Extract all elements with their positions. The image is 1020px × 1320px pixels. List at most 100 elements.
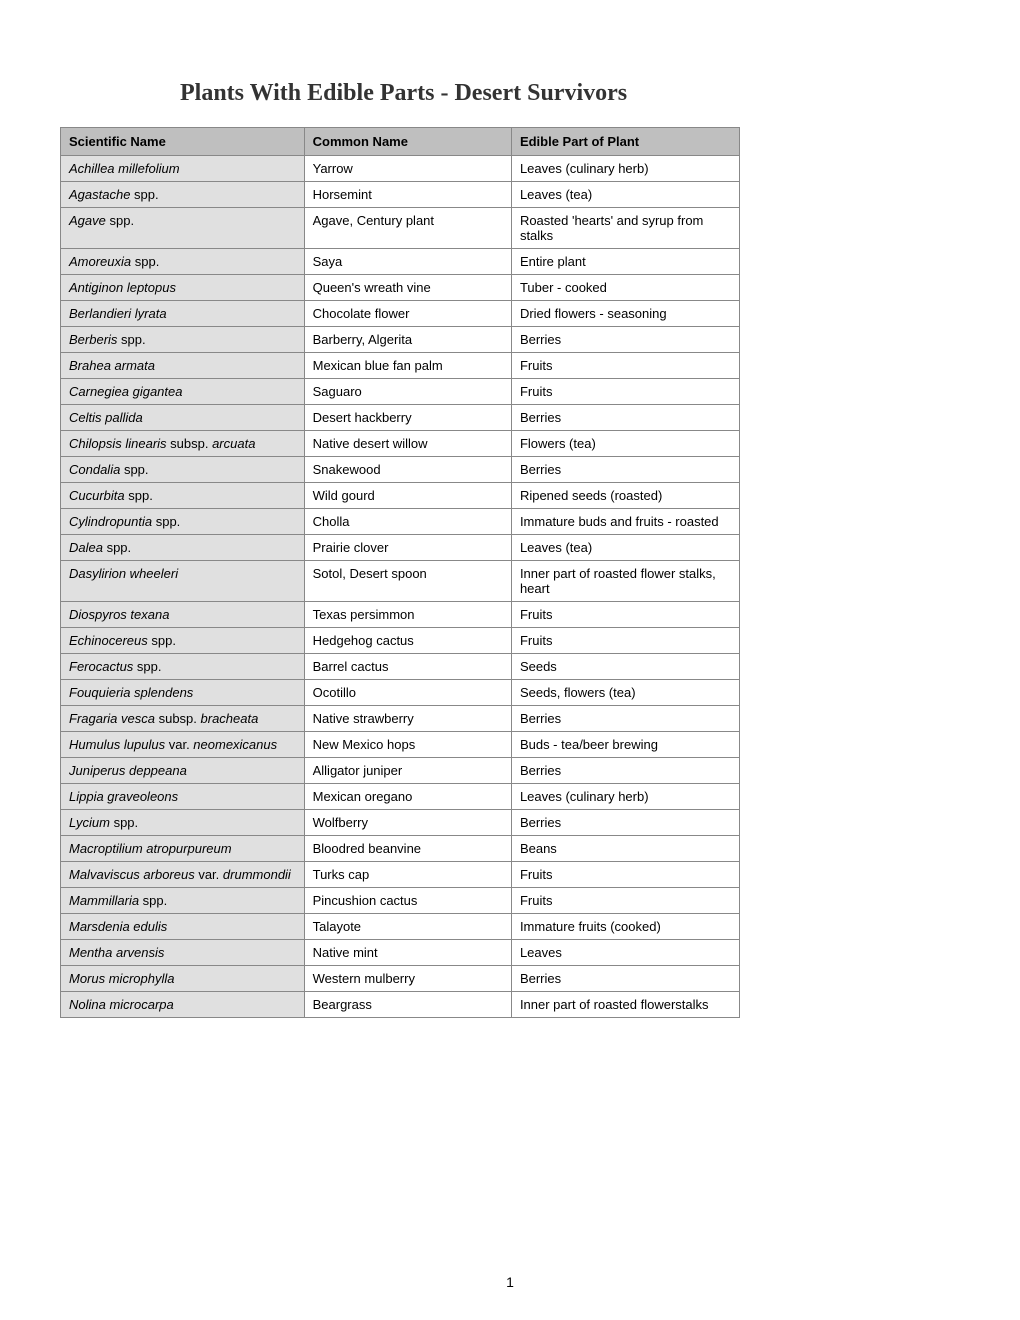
table-row: Berberis spp.Barberry, AlgeritaBerries	[61, 327, 740, 353]
scientific-name-cell: Condalia spp.	[61, 457, 305, 483]
edible-part-cell: Buds - tea/beer brewing	[511, 732, 739, 758]
scientific-name-cell: Carnegiea gigantea	[61, 379, 305, 405]
table-row: Fouquieria splendensOcotilloSeeds, flowe…	[61, 680, 740, 706]
edible-part-cell: Tuber - cooked	[511, 275, 739, 301]
scientific-name-cell: Malvaviscus arboreus var. drummondii	[61, 862, 305, 888]
common-name-cell: Mexican oregano	[304, 784, 511, 810]
edible-part-cell: Roasted 'hearts' and syrup from stalks	[511, 208, 739, 249]
table-row: Berlandieri lyrataChocolate flowerDried …	[61, 301, 740, 327]
scientific-name-cell: Lippia graveoleons	[61, 784, 305, 810]
edible-part-cell: Immature fruits (cooked)	[511, 914, 739, 940]
common-name-cell: Native mint	[304, 940, 511, 966]
common-name-cell: Queen's wreath vine	[304, 275, 511, 301]
edible-part-cell: Fruits	[511, 379, 739, 405]
scientific-name-cell: Macroptilium atropurpureum	[61, 836, 305, 862]
edible-part-cell: Leaves (culinary herb)	[511, 156, 739, 182]
edible-part-cell: Leaves (culinary herb)	[511, 784, 739, 810]
table-row: Dasylirion wheeleriSotol, Desert spoonIn…	[61, 561, 740, 602]
common-name-cell: Alligator juniper	[304, 758, 511, 784]
scientific-name-cell: Cucurbita spp.	[61, 483, 305, 509]
edible-part-cell: Leaves (tea)	[511, 535, 739, 561]
edible-part-cell: Inner part of roasted flowerstalks	[511, 992, 739, 1018]
edible-part-cell: Berries	[511, 457, 739, 483]
scientific-name-cell: Mentha arvensis	[61, 940, 305, 966]
scientific-name-cell: Fragaria vesca subsp. bracheata	[61, 706, 305, 732]
edible-part-cell: Berries	[511, 327, 739, 353]
scientific-name-cell: Dalea spp.	[61, 535, 305, 561]
edible-part-cell: Seeds	[511, 654, 739, 680]
scientific-name-cell: Ferocactus spp.	[61, 654, 305, 680]
edible-part-cell: Fruits	[511, 602, 739, 628]
common-name-cell: Saguaro	[304, 379, 511, 405]
table-row: Lippia graveoleonsMexican oreganoLeaves …	[61, 784, 740, 810]
edible-part-cell: Entire plant	[511, 249, 739, 275]
common-name-cell: Western mulberry	[304, 966, 511, 992]
edible-part-cell: Berries	[511, 810, 739, 836]
scientific-name-cell: Lycium spp.	[61, 810, 305, 836]
table-row: Agastache spp.HorsemintLeaves (tea)	[61, 182, 740, 208]
scientific-name-cell: Achillea millefolium	[61, 156, 305, 182]
table-row: Mentha arvensisNative mintLeaves	[61, 940, 740, 966]
common-name-cell: Mexican blue fan palm	[304, 353, 511, 379]
table-row: Agave spp.Agave, Century plantRoasted 'h…	[61, 208, 740, 249]
table-row: Dalea spp.Prairie cloverLeaves (tea)	[61, 535, 740, 561]
edible-part-cell: Berries	[511, 966, 739, 992]
scientific-name-cell: Chilopsis linearis subsp. arcuata	[61, 431, 305, 457]
table-row: Morus microphyllaWestern mulberryBerries	[61, 966, 740, 992]
scientific-name-cell: Agave spp.	[61, 208, 305, 249]
edible-part-cell: Fruits	[511, 862, 739, 888]
scientific-name-cell: Diospyros texana	[61, 602, 305, 628]
common-name-cell: Texas persimmon	[304, 602, 511, 628]
table-row: Nolina microcarpaBeargrassInner part of …	[61, 992, 740, 1018]
scientific-name-cell: Juniperus deppeana	[61, 758, 305, 784]
header-scientific: Scientific Name	[61, 128, 305, 156]
table-row: Amoreuxia spp.SayaEntire plant	[61, 249, 740, 275]
table-row: Macroptilium atropurpureumBloodred beanv…	[61, 836, 740, 862]
scientific-name-cell: Berberis spp.	[61, 327, 305, 353]
header-edible: Edible Part of Plant	[511, 128, 739, 156]
common-name-cell: Yarrow	[304, 156, 511, 182]
common-name-cell: Snakewood	[304, 457, 511, 483]
scientific-name-cell: Agastache spp.	[61, 182, 305, 208]
common-name-cell: Saya	[304, 249, 511, 275]
common-name-cell: Chocolate flower	[304, 301, 511, 327]
common-name-cell: New Mexico hops	[304, 732, 511, 758]
table-row: Echinocereus spp.Hedgehog cactusFruits	[61, 628, 740, 654]
edible-part-cell: Dried flowers - seasoning	[511, 301, 739, 327]
edible-part-cell: Ripened seeds (roasted)	[511, 483, 739, 509]
common-name-cell: Bloodred beanvine	[304, 836, 511, 862]
scientific-name-cell: Fouquieria splendens	[61, 680, 305, 706]
scientific-name-cell: Berlandieri lyrata	[61, 301, 305, 327]
edible-part-cell: Fruits	[511, 353, 739, 379]
table-row: Chilopsis linearis subsp. arcuataNative …	[61, 431, 740, 457]
common-name-cell: Wild gourd	[304, 483, 511, 509]
table-row: Marsdenia edulisTalayoteImmature fruits …	[61, 914, 740, 940]
table-row: Diospyros texanaTexas persimmonFruits	[61, 602, 740, 628]
common-name-cell: Barrel cactus	[304, 654, 511, 680]
scientific-name-cell: Morus microphylla	[61, 966, 305, 992]
edible-part-cell: Leaves	[511, 940, 739, 966]
page-number: 1	[0, 1274, 1020, 1290]
scientific-name-cell: Amoreuxia spp.	[61, 249, 305, 275]
common-name-cell: Turks cap	[304, 862, 511, 888]
common-name-cell: Prairie clover	[304, 535, 511, 561]
table-row: Ferocactus spp.Barrel cactusSeeds	[61, 654, 740, 680]
edible-part-cell: Berries	[511, 405, 739, 431]
common-name-cell: Barberry, Algerita	[304, 327, 511, 353]
common-name-cell: Pincushion cactus	[304, 888, 511, 914]
table-row: Carnegiea giganteaSaguaroFruits	[61, 379, 740, 405]
common-name-cell: Native desert willow	[304, 431, 511, 457]
table-row: Humulus lupulus var. neomexicanusNew Mex…	[61, 732, 740, 758]
common-name-cell: Ocotillo	[304, 680, 511, 706]
edible-part-cell: Berries	[511, 758, 739, 784]
edible-part-cell: Immature buds and fruits - roasted	[511, 509, 739, 535]
scientific-name-cell: Marsdenia edulis	[61, 914, 305, 940]
edible-part-cell: Berries	[511, 706, 739, 732]
common-name-cell: Horsemint	[304, 182, 511, 208]
edible-part-cell: Beans	[511, 836, 739, 862]
common-name-cell: Wolfberry	[304, 810, 511, 836]
scientific-name-cell: Antiginon leptopus	[61, 275, 305, 301]
table-row: Lycium spp.WolfberryBerries	[61, 810, 740, 836]
edible-part-cell: Fruits	[511, 628, 739, 654]
edible-part-cell: Inner part of roasted flower stalks, hea…	[511, 561, 739, 602]
